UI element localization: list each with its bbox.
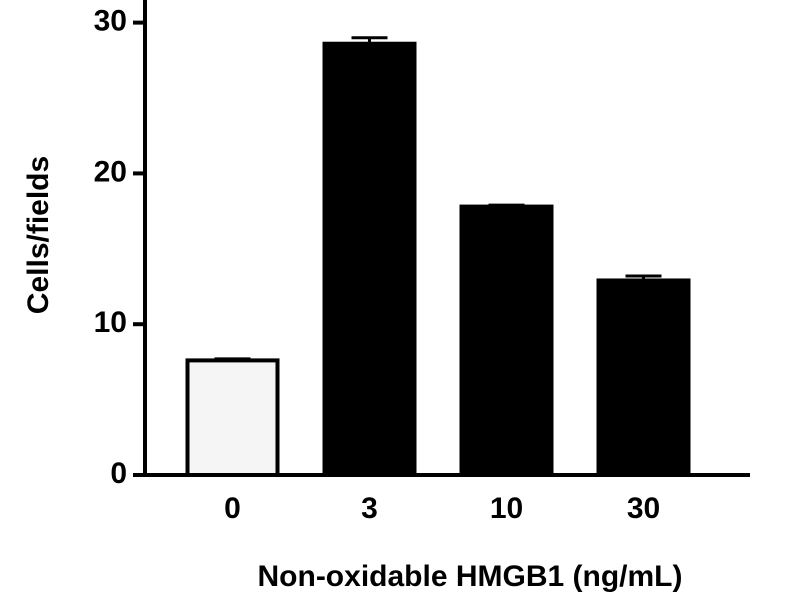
y-tick-label: 10 <box>94 306 127 339</box>
y-tick-label: 0 <box>110 457 127 490</box>
x-tick-label: 3 <box>361 492 378 525</box>
bar <box>596 278 691 477</box>
x-axis-title: Non-oxidable HMGB1 (ng/mL) <box>258 560 683 593</box>
y-axis-title: Cells/fields <box>22 156 55 314</box>
bar <box>459 204 554 477</box>
x-tick-label: 30 <box>627 492 660 525</box>
y-tick-label: 20 <box>94 155 127 188</box>
x-tick-label: 10 <box>490 492 523 525</box>
bar <box>322 41 417 477</box>
x-tick-label: 0 <box>224 492 241 525</box>
y-tick-label: 30 <box>94 5 127 38</box>
bar <box>185 358 280 477</box>
